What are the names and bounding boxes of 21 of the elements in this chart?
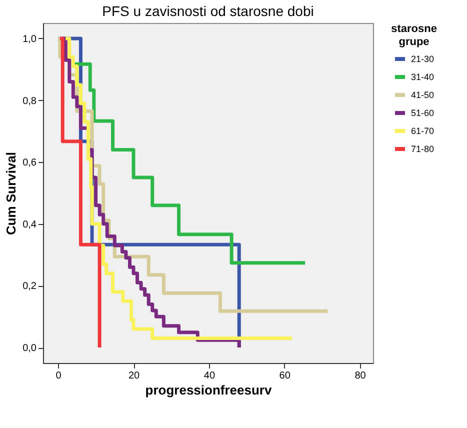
x-tick-label: 60 [279, 370, 291, 382]
x-tick-label: 80 [354, 370, 366, 382]
legend-title: starosne grupe [391, 23, 437, 48]
y-axis-title: Cum Survival [4, 152, 19, 236]
x-tick-label: 0 [56, 370, 62, 382]
legend-label: 51-60 [411, 108, 434, 118]
y-tick-label: 0,4 [22, 219, 37, 230]
y-tick-label: 1,0 [22, 34, 37, 45]
x-axis-title: progressionfreesurv [145, 382, 272, 398]
legend-label: 31-40 [411, 72, 434, 82]
legend-label: 71-80 [411, 144, 434, 154]
y-tick-label: 0,6 [22, 158, 37, 169]
legend-label: 61-70 [411, 126, 434, 136]
legend-label: 21-30 [411, 54, 434, 64]
legend-label: 41-50 [411, 90, 434, 100]
x-tick-label: 40 [204, 370, 216, 382]
chart-title: PFS u zavisnosti od starosne dobi [102, 3, 314, 19]
y-tick-label: 0,8 [22, 96, 37, 107]
y-tick-label: 0,0 [22, 343, 37, 354]
x-tick-label: 20 [128, 370, 140, 382]
y-tick-label: 0,2 [22, 281, 37, 292]
